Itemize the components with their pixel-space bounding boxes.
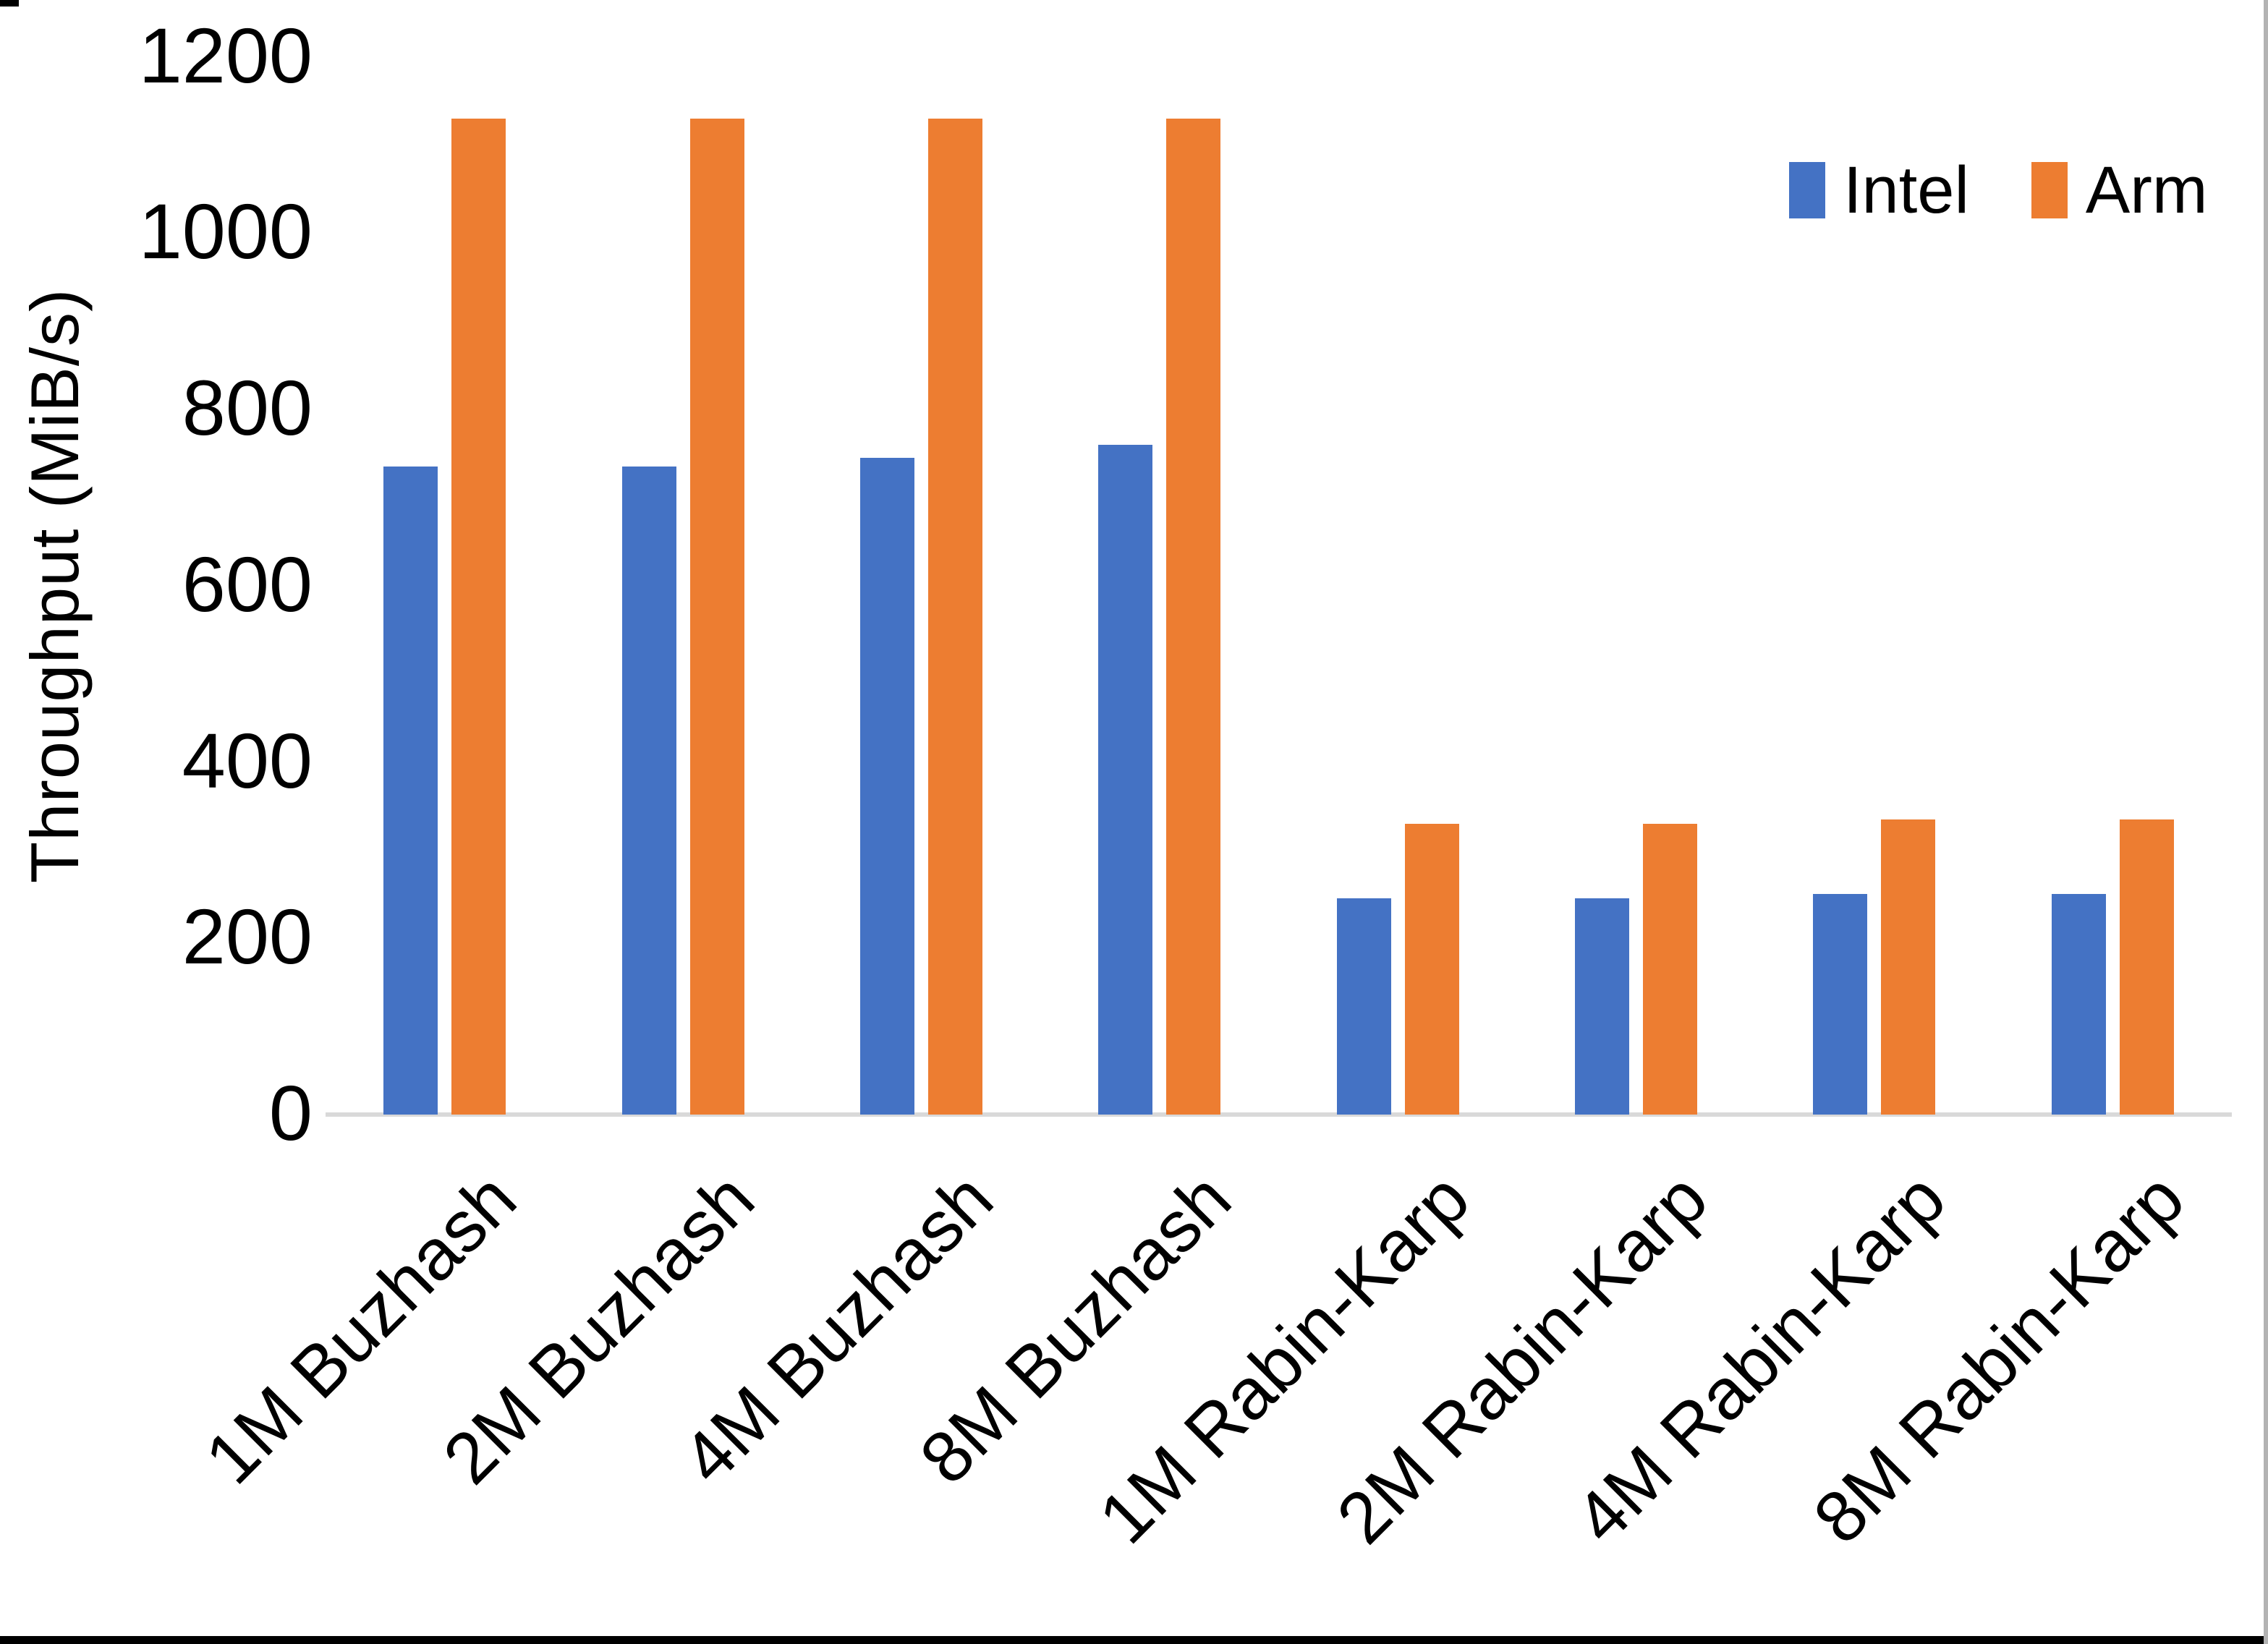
bar-intel-1m-rabin-karp bbox=[1336, 898, 1391, 1115]
right-border bbox=[2264, 0, 2268, 1644]
top-left-edge-artifact bbox=[0, 0, 19, 7]
bar-arm-1m-buzhash bbox=[451, 118, 506, 1115]
y-tick-label: 400 bbox=[182, 716, 313, 804]
y-tick-label: 800 bbox=[182, 364, 313, 451]
legend-item-arm: Arm bbox=[2031, 153, 2208, 227]
bottom-border bbox=[0, 1636, 2268, 1644]
bar-arm-2m-rabin-karp bbox=[1643, 823, 1698, 1115]
y-tick-label: 0 bbox=[268, 1069, 313, 1157]
y-tick-label: 1000 bbox=[138, 187, 313, 276]
bar-arm-4m-rabin-karp bbox=[1881, 819, 1936, 1115]
legend-label-arm: Arm bbox=[2085, 153, 2208, 227]
y-tick-label: 1200 bbox=[138, 11, 313, 99]
bar-intel-2m-rabin-karp bbox=[1575, 898, 1630, 1115]
bar-arm-8m-rabin-karp bbox=[2119, 819, 2174, 1115]
bar-intel-8m-buzhash bbox=[1098, 444, 1153, 1115]
legend-item-intel: Intel bbox=[1789, 153, 1969, 227]
legend-swatch-intel bbox=[1789, 162, 1825, 218]
bar-arm-4m-buzhash bbox=[927, 118, 982, 1115]
legend: Intel Arm bbox=[1789, 153, 2208, 227]
x-axis-line bbox=[326, 1112, 2232, 1117]
y-tick-label: 600 bbox=[182, 540, 313, 628]
bar-arm-2m-buzhash bbox=[689, 118, 744, 1115]
bar-intel-2m-buzhash bbox=[621, 467, 676, 1115]
bar-intel-8m-rabin-karp bbox=[2051, 894, 2106, 1115]
legend-label-intel: Intel bbox=[1843, 153, 1969, 227]
bar-intel-4m-buzhash bbox=[859, 458, 914, 1115]
bar-arm-8m-buzhash bbox=[1166, 118, 1221, 1115]
bar-arm-1m-rabin-karp bbox=[1404, 823, 1459, 1115]
y-tick-label: 200 bbox=[182, 893, 313, 981]
legend-swatch-arm bbox=[2031, 162, 2068, 218]
bar-intel-1m-buzhash bbox=[383, 467, 438, 1115]
bar-intel-4m-rabin-karp bbox=[1813, 894, 1868, 1115]
